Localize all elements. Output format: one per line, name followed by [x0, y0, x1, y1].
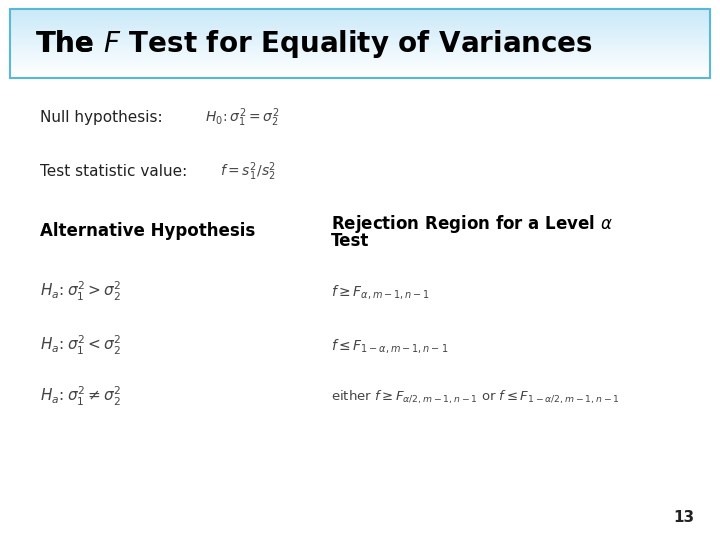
- Text: $H_a\!: \sigma_1^2 < \sigma_2^2$: $H_a\!: \sigma_1^2 < \sigma_2^2$: [40, 334, 121, 357]
- FancyBboxPatch shape: [10, 73, 710, 76]
- FancyBboxPatch shape: [10, 23, 710, 25]
- FancyBboxPatch shape: [10, 16, 710, 18]
- Text: $f \geq F_{\alpha,m-1,n-1}$: $f \geq F_{\alpha,m-1,n-1}$: [331, 282, 431, 301]
- FancyBboxPatch shape: [10, 62, 710, 64]
- FancyBboxPatch shape: [10, 60, 710, 62]
- FancyBboxPatch shape: [10, 37, 710, 39]
- FancyBboxPatch shape: [10, 11, 710, 14]
- FancyBboxPatch shape: [10, 30, 710, 32]
- FancyBboxPatch shape: [10, 55, 710, 58]
- FancyBboxPatch shape: [10, 71, 710, 73]
- Text: Rejection Region for a Level $\alpha$: Rejection Region for a Level $\alpha$: [331, 213, 613, 235]
- FancyBboxPatch shape: [10, 35, 710, 37]
- Text: The $\mathit{F}$ Test for Equality of Variances: The $\mathit{F}$ Test for Equality of Va…: [36, 28, 593, 60]
- Text: The: The: [36, 30, 103, 58]
- FancyBboxPatch shape: [10, 25, 710, 28]
- FancyBboxPatch shape: [10, 76, 710, 78]
- FancyBboxPatch shape: [10, 67, 710, 69]
- FancyBboxPatch shape: [10, 28, 710, 30]
- Text: 13: 13: [674, 510, 695, 525]
- FancyBboxPatch shape: [10, 51, 710, 53]
- FancyBboxPatch shape: [10, 53, 710, 55]
- Text: Test statistic value:: Test statistic value:: [40, 164, 187, 179]
- FancyBboxPatch shape: [10, 49, 710, 51]
- FancyBboxPatch shape: [10, 44, 710, 46]
- Text: Alternative Hypothesis: Alternative Hypothesis: [40, 222, 255, 240]
- FancyBboxPatch shape: [10, 14, 710, 16]
- Text: either $f \geq F_{\alpha/2,m-1,n-1}$ or $f \leq F_{1-\alpha/2,m-1,n-1}$: either $f \geq F_{\alpha/2,m-1,n-1}$ or …: [331, 389, 620, 405]
- Text: $H_a\!: \sigma_1^2 \neq \sigma_2^2$: $H_a\!: \sigma_1^2 \neq \sigma_2^2$: [40, 386, 121, 408]
- FancyBboxPatch shape: [10, 69, 710, 71]
- Text: The: The: [36, 30, 109, 58]
- Text: $f \leq F_{1-\alpha,m-1,n-1}$: $f \leq F_{1-\alpha,m-1,n-1}$: [331, 336, 449, 355]
- FancyBboxPatch shape: [10, 9, 710, 78]
- FancyBboxPatch shape: [10, 39, 710, 42]
- Text: $f = s_1^2/s_2^2$: $f = s_1^2/s_2^2$: [220, 160, 276, 183]
- FancyBboxPatch shape: [10, 46, 710, 49]
- FancyBboxPatch shape: [10, 21, 710, 23]
- FancyBboxPatch shape: [10, 32, 710, 35]
- FancyBboxPatch shape: [10, 9, 710, 11]
- FancyBboxPatch shape: [10, 18, 710, 21]
- FancyBboxPatch shape: [10, 58, 710, 60]
- Text: $H_a\!: \sigma_1^2 > \sigma_2^2$: $H_a\!: \sigma_1^2 > \sigma_2^2$: [40, 280, 121, 303]
- Text: Null hypothesis:: Null hypothesis:: [40, 110, 162, 125]
- Text: $H_0\!: \sigma_1^2 = \sigma_2^2$: $H_0\!: \sigma_1^2 = \sigma_2^2$: [205, 106, 280, 129]
- FancyBboxPatch shape: [10, 42, 710, 44]
- FancyBboxPatch shape: [10, 64, 710, 67]
- Text: Test: Test: [331, 232, 369, 251]
